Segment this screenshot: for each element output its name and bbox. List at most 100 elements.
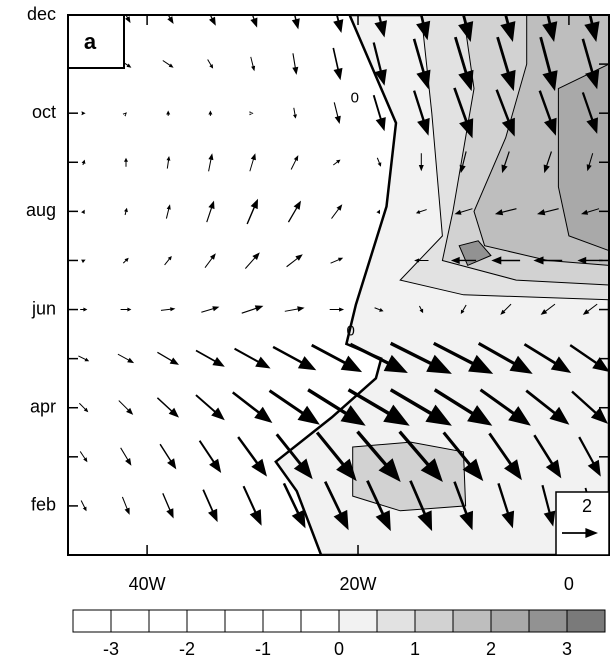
wind-vector [120,447,132,466]
wind-vector [389,341,452,374]
wind-vector [208,153,214,172]
wind-vector [442,431,484,482]
wind-vector [374,15,387,38]
wind-vector [584,15,600,42]
wind-vector [409,480,433,532]
wind-vector [366,480,391,532]
wind-vector [122,112,127,117]
wind-vector [324,481,349,531]
wind-vector [249,153,256,172]
colorbar-tick-label: -3 [103,639,119,659]
wind-vector [332,47,343,81]
colorbar-tick-label: 0 [334,639,344,659]
wind-vector [237,436,267,477]
wind-vector [80,500,87,512]
x-tick-label: 40W [129,574,166,594]
wind-vector [78,355,90,362]
wind-vector [333,15,344,33]
wind-vector [272,345,317,371]
x-tick-label: 20W [340,574,377,594]
wind-vector [165,204,171,219]
wind-vector [250,56,256,72]
colorbar-box [224,609,264,633]
colorbar-tick-label: 2 [486,639,496,659]
wind-vector [287,200,301,223]
vector-layer [78,15,609,532]
wind-vector [581,208,600,215]
wind-vector [412,38,431,90]
wind-vector [81,259,86,264]
wind-vector [376,209,380,214]
wind-vector [538,90,557,136]
wind-vector [500,303,512,315]
wind-vector [292,53,299,75]
colorbar-box [566,609,606,633]
wind-vector [418,153,424,172]
y-tick-label: jun [31,298,56,318]
colorbar-box [72,609,112,633]
wind-vector [537,208,559,216]
wind-vector [79,402,89,413]
panel-label-box [67,14,125,69]
wind-vector [118,400,134,415]
colorbar-box [262,609,302,633]
contour-label: 0 [346,323,354,340]
wind-vector [415,209,427,214]
wind-vector [246,198,258,225]
colorbar-tick-label: 3 [562,639,572,659]
wind-vector [458,15,474,42]
wind-vector [453,481,473,531]
colorbar-box [110,609,150,633]
wind-vector [414,258,429,263]
wind-vector [275,433,313,480]
wind-vector [202,489,218,523]
wind-vector [208,110,213,116]
wind-vector [581,38,600,90]
reference-label: 2 [582,496,592,516]
colorbar-tick-label: 1 [410,639,420,659]
wind-vector [500,15,516,42]
wind-vector [268,389,320,425]
wind-vector [333,102,341,124]
shaded-region [458,240,492,267]
wind-vector [167,15,174,24]
panel-label: a [84,29,97,54]
wind-vector [450,256,477,264]
wind-vector [501,151,510,174]
wind-vector [374,307,384,312]
colorbar-box [452,609,492,633]
wind-vector [398,430,443,482]
colorbar-tick-label: -1 [255,639,271,659]
wind-vector [330,257,344,264]
wind-vector [525,389,570,425]
y-tick-label: oct [32,102,56,122]
wind-vector [578,436,601,477]
wind-vector [160,307,176,312]
wind-vector [209,15,216,26]
wind-vector [241,305,264,314]
wind-vector [539,36,558,92]
shaded-region [557,63,609,252]
wind-vector [495,89,515,137]
wind-vector [124,207,128,216]
wind-vector [120,307,132,312]
wind-vector [331,204,343,219]
wind-vector [389,388,452,426]
wind-vector [347,388,410,426]
wind-vector [460,304,467,314]
wind-vector [124,157,128,167]
wind-vector [290,155,299,170]
colorbar-box [414,609,454,633]
wind-vector [157,351,179,365]
wind-vector [433,341,494,374]
wind-vector [282,482,306,529]
wind-vector [577,256,603,264]
wind-vector [477,342,533,374]
wind-vector [244,252,260,269]
wind-vector [541,484,556,527]
wind-vector [291,15,300,30]
wind-vector [198,440,222,473]
wind-vector [454,36,474,92]
y-tick-label: dec [27,4,56,24]
wind-vector [496,36,516,92]
